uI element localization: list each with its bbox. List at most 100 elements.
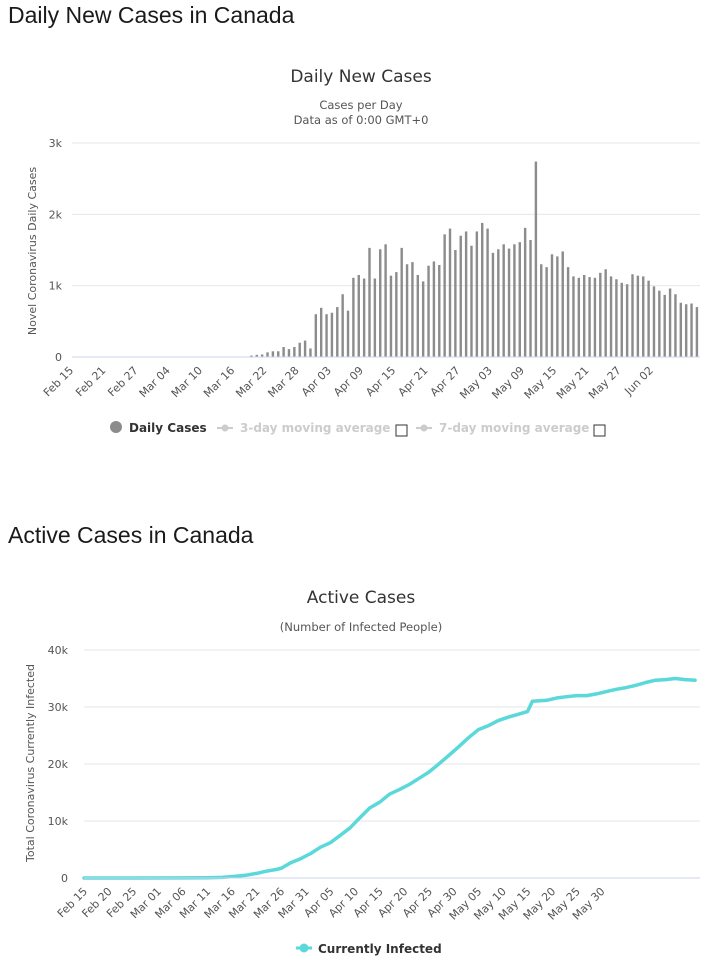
bar <box>566 267 570 357</box>
legend-dot-icon <box>299 943 309 953</box>
daily-cases-heading: Daily New Cases in Canada <box>8 2 295 28</box>
legend-label: 3-day moving average <box>240 421 390 435</box>
bar <box>427 265 430 357</box>
bar <box>271 351 275 357</box>
bar <box>497 249 500 357</box>
bar <box>448 228 452 357</box>
chart-subtitle: Cases per Day <box>319 98 402 112</box>
y-tick-label: 0 <box>61 872 68 885</box>
bar <box>432 261 436 357</box>
bar <box>599 272 602 357</box>
bar <box>379 249 382 357</box>
bar <box>443 234 446 357</box>
y-tick-label: 10k <box>48 815 69 828</box>
bar <box>545 267 548 357</box>
bar <box>314 314 318 357</box>
bar <box>357 274 360 357</box>
bar <box>604 269 607 357</box>
bar <box>518 242 521 357</box>
bar <box>572 276 575 357</box>
bar <box>330 312 334 357</box>
bar <box>556 256 559 357</box>
checkbox-7day[interactable] <box>593 424 606 437</box>
bar <box>395 272 398 357</box>
bar <box>625 284 629 357</box>
bar <box>470 245 473 357</box>
bar <box>325 314 328 357</box>
bar <box>690 303 693 357</box>
bar <box>287 349 291 357</box>
bar <box>620 282 623 357</box>
legend-item-currently-infected[interactable]: Currently Infected <box>296 942 442 956</box>
bar <box>609 276 613 357</box>
bar <box>459 235 462 357</box>
bar <box>309 348 312 357</box>
y-tick-label: 3k <box>49 137 63 150</box>
bar <box>405 264 409 357</box>
y-axis: 0 1k 2k 3k <box>49 137 63 364</box>
bar <box>400 247 403 357</box>
bar <box>475 231 479 357</box>
bar <box>464 231 468 357</box>
y-tick-label: 1k <box>49 280 63 293</box>
legend-label: Daily Cases <box>129 421 207 435</box>
y-tick-label: 0 <box>55 351 62 364</box>
bar <box>298 342 301 357</box>
active-cases-heading: Active Cases in Canada <box>8 522 254 548</box>
bar <box>615 279 618 357</box>
legend-label: Currently Infected <box>318 942 442 956</box>
legend-dot-icon <box>420 424 428 432</box>
y-tick-label: 20k <box>48 758 69 771</box>
bar <box>362 278 366 357</box>
bar <box>534 161 538 357</box>
y-tick-label: 2k <box>49 208 63 221</box>
bar <box>491 252 495 357</box>
bar <box>577 277 581 357</box>
bar <box>636 275 640 357</box>
legend-item-7day[interactable]: 7-day moving average <box>416 421 606 437</box>
bar <box>373 278 377 357</box>
bar <box>277 351 280 357</box>
chart-subtitle: (Number of Infected People) <box>280 620 442 634</box>
checkbox-3day[interactable] <box>395 424 408 437</box>
bar <box>303 340 307 357</box>
y-tick-label: 40k <box>48 644 69 657</box>
bar <box>507 248 511 357</box>
currently-infected-line <box>82 676 697 880</box>
chart-title: Daily New Cases <box>290 67 432 87</box>
bar <box>668 288 672 357</box>
bar <box>631 274 634 357</box>
bar <box>438 264 441 357</box>
bar <box>588 277 591 357</box>
bar <box>647 280 650 357</box>
y-tick-label: 30k <box>48 701 69 714</box>
bars <box>223 161 699 357</box>
bar <box>411 262 414 357</box>
chart-title: Active Cases <box>307 588 416 608</box>
bar <box>416 274 420 357</box>
legend-label: 7-day moving average <box>439 421 589 435</box>
bar <box>540 264 543 357</box>
legend-item-daily-cases[interactable]: Daily Cases <box>110 421 207 435</box>
series-line <box>82 676 697 880</box>
legend: Daily Cases 3-day moving average 7-day m… <box>110 421 606 437</box>
bar <box>260 354 264 357</box>
bar <box>486 228 489 357</box>
bar <box>513 244 516 357</box>
bar <box>502 244 505 357</box>
bar <box>346 310 350 357</box>
bar <box>421 281 425 357</box>
bar <box>341 294 344 357</box>
bar <box>582 274 586 357</box>
chart-subtitle-date: Data as of 0:00 GMT+0 <box>294 113 429 127</box>
grid <box>84 649 700 879</box>
legend-dot-icon <box>221 424 229 432</box>
bar <box>319 307 323 357</box>
bar <box>481 222 484 357</box>
bar <box>695 307 699 357</box>
bar <box>561 251 564 357</box>
legend-item-3day[interactable]: 3-day moving average <box>217 421 408 437</box>
bar <box>336 307 339 357</box>
